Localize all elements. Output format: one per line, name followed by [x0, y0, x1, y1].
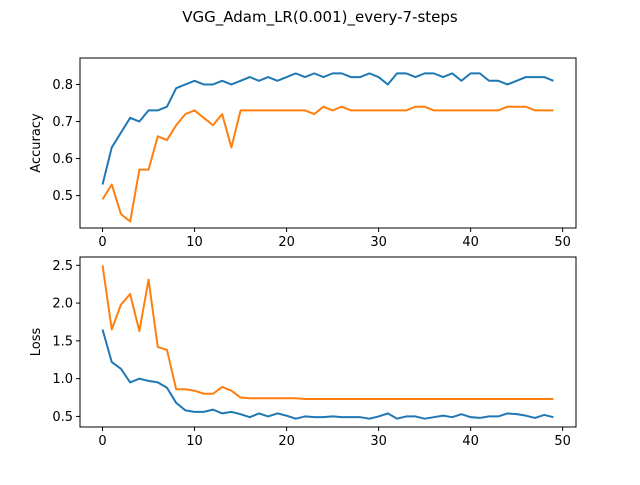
- loss-plot-frame: [79, 256, 577, 428]
- loss-x-tick-label: 40: [462, 434, 479, 449]
- accuracy-series-line-blue: [101, 72, 554, 185]
- accuracy-y-tick-label: 0.5: [52, 189, 73, 204]
- accuracy-x-tick-label: 10: [186, 235, 203, 250]
- loss-x-tick-label: 0: [98, 434, 106, 449]
- accuracy-panel: Accuracy 0 10 20 30 40 50 0.5 0.6 0.7 0.8: [29, 57, 577, 250]
- accuracy-y-tick-label: 0.6: [52, 152, 73, 167]
- loss-x-tick-label: 10: [186, 434, 203, 449]
- accuracy-x-tick-label: 0: [98, 235, 106, 250]
- loss-panel: Loss 0 10 20 30 40 50 0.5 1.0 1.5 2.0 2.5: [29, 256, 577, 449]
- accuracy-y-axis-label: Accuracy: [29, 113, 44, 173]
- loss-y-tick-label: 2.0: [52, 297, 73, 312]
- accuracy-y-tick-label: 0.8: [52, 78, 73, 93]
- loss-y-tick-label: 0.5: [52, 410, 73, 425]
- accuracy-x-tick-label: 20: [278, 235, 295, 250]
- loss-x-tick-label: 20: [278, 434, 295, 449]
- accuracy-x-tick-label: 30: [370, 235, 387, 250]
- accuracy-x-tick-label: 40: [462, 235, 479, 250]
- loss-y-tick-label: 1.5: [52, 334, 73, 349]
- accuracy-series-line-orange: [101, 105, 554, 223]
- accuracy-plot-frame: [79, 57, 577, 229]
- loss-series-line-orange: [101, 265, 554, 401]
- accuracy-y-tick-label: 0.7: [52, 115, 73, 130]
- loss-x-tick-label: 50: [554, 434, 571, 449]
- loss-y-tick-label: 2.5: [52, 259, 73, 274]
- loss-y-axis-label: Loss: [29, 328, 44, 357]
- accuracy-x-tick-label: 50: [554, 235, 571, 250]
- loss-series-line-blue: [101, 329, 554, 420]
- loss-y-tick-label: 1.0: [52, 372, 73, 387]
- loss-x-tick-label: 30: [370, 434, 387, 449]
- chart-title: VGG_Adam_LR(0.001)_every-7-steps: [182, 8, 458, 27]
